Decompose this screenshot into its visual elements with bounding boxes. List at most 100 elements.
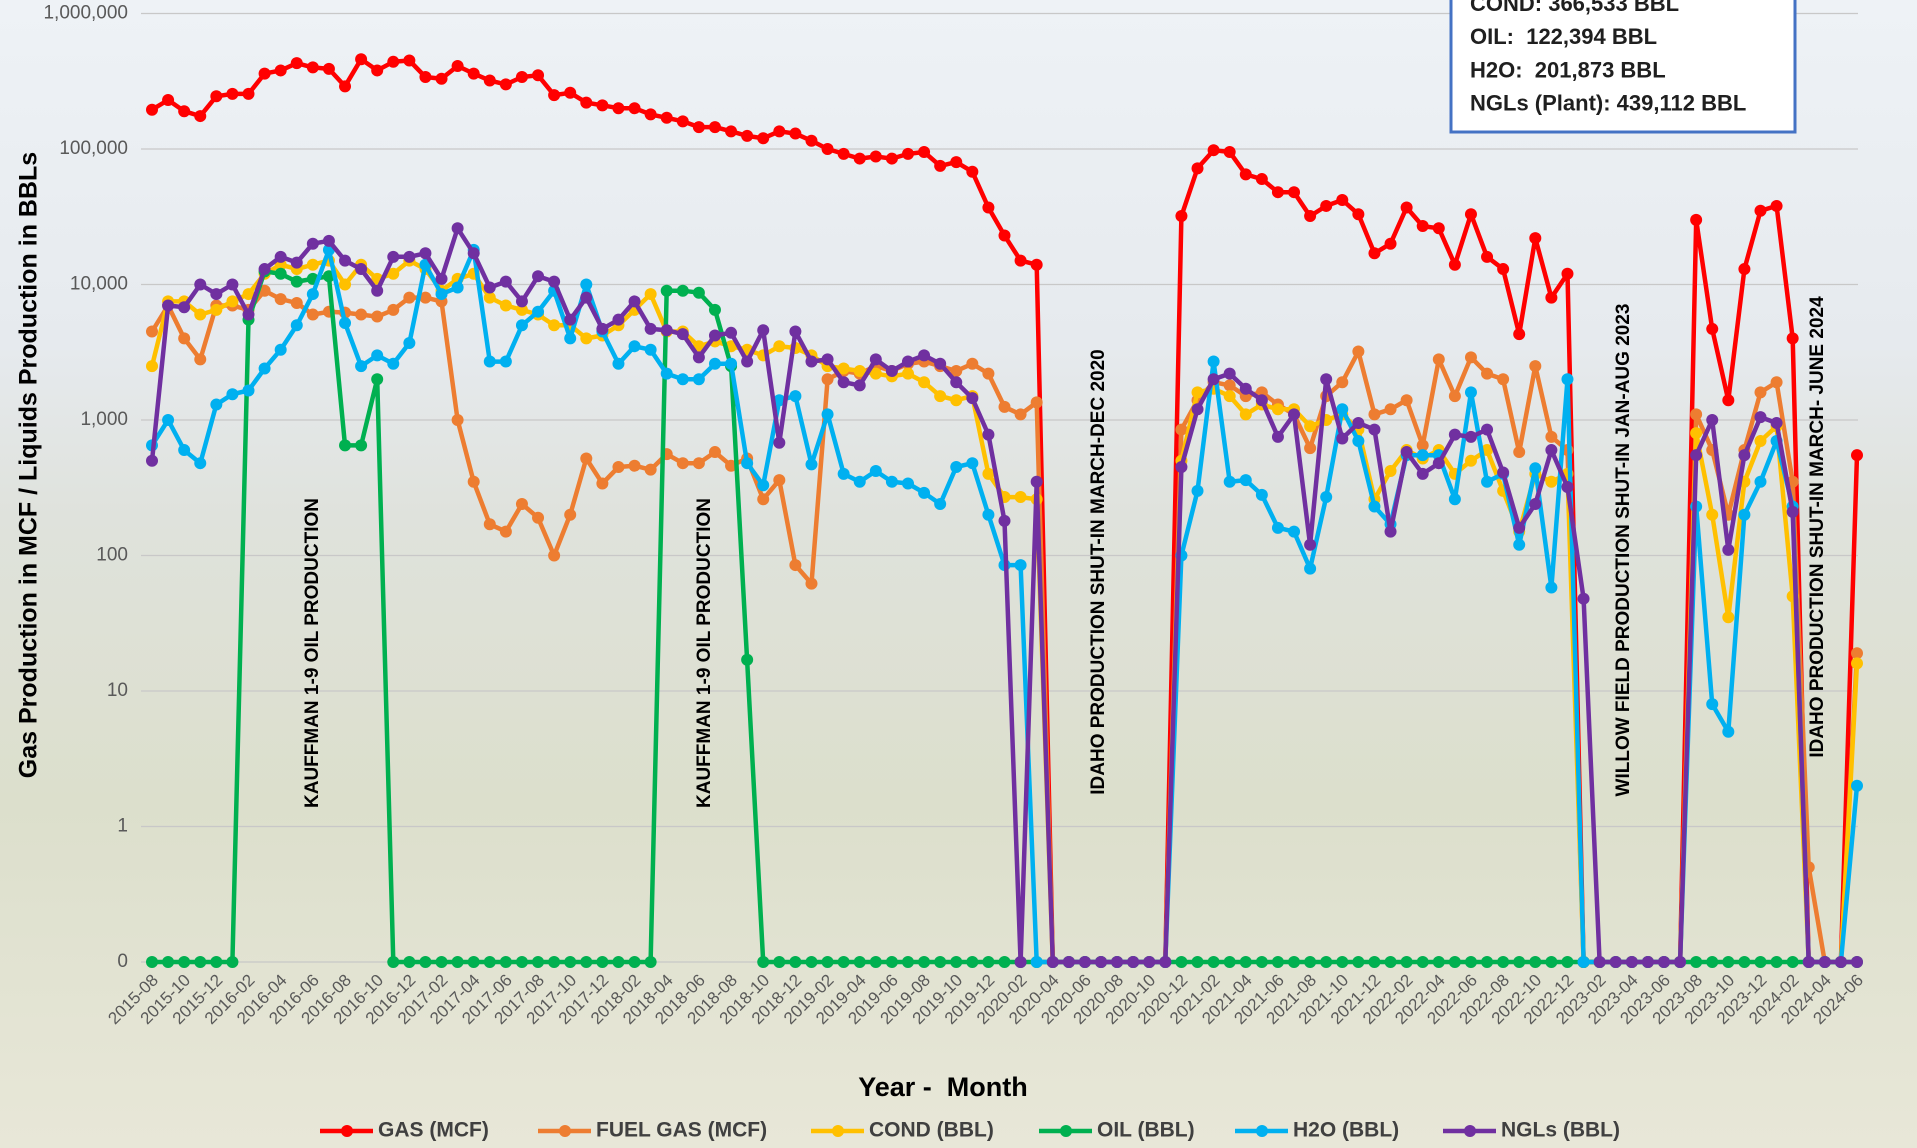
data-point [1529,232,1542,245]
data-point [1207,956,1220,968]
data-point [419,70,432,83]
data-point [515,70,528,83]
data-point [1545,956,1558,968]
data-point [355,53,368,66]
data-point [1706,414,1719,426]
data-point [548,956,561,968]
data-point [1481,423,1494,436]
data-point [387,303,400,316]
legend-marker [1464,1125,1476,1137]
legend-marker [1060,1125,1072,1137]
data-point [146,325,158,338]
data-point [162,93,175,106]
data-point [1288,525,1301,538]
data-point [676,373,689,386]
data-point [1400,956,1413,968]
data-point [1207,373,1220,386]
data-point [1818,956,1831,968]
data-point [226,278,239,291]
data-point [1239,956,1252,968]
data-point [1851,657,1863,670]
data-point [901,367,914,380]
data-point [355,308,368,321]
data-point [612,460,625,473]
data-point [564,332,577,345]
data-point [1770,417,1783,430]
data-point [1368,500,1381,513]
data-point [934,357,947,370]
data-point [805,458,818,471]
data-point [1255,488,1268,501]
data-point [419,956,432,968]
data-point [1352,345,1365,358]
data-point [515,319,528,332]
data-point [644,343,657,356]
data-point [692,351,705,364]
data-point [1481,475,1494,488]
annotation: KAUFFMAN 1-9 OIL PRODUCTION [302,498,323,808]
data-point [403,337,416,350]
data-point [403,54,416,67]
data-point [773,436,786,449]
data-point [1014,254,1027,267]
data-point [612,357,625,370]
data-point [1320,199,1333,212]
data-point [467,67,480,80]
data-point [1271,956,1284,968]
data-point [805,355,818,368]
data-point [1352,434,1365,447]
data-point [1625,956,1638,968]
data-point [178,332,191,345]
data-point [1014,559,1027,572]
data-point [499,525,512,538]
annotation: KAUFFMAN 1-9 OIL PRODUCTION [694,498,715,808]
data-point [290,57,303,70]
data-point [853,379,866,392]
data-point [1464,956,1477,968]
data-point [1368,247,1381,260]
annotation: IDAHO PRODUCTION SHUT-IN MARCH- JUNE 202… [1807,296,1828,758]
data-point [387,357,400,370]
legend-marker [559,1125,571,1137]
data-point [837,956,850,968]
data-point [1175,956,1188,968]
data-point [1368,423,1381,436]
data-point [1529,360,1542,373]
data-point [548,275,561,288]
data-point [1304,956,1317,968]
data-point [548,89,561,102]
data-point [339,316,352,329]
data-point [1432,222,1445,235]
data-point [821,143,834,155]
y-axis-title: Gas Production in MCF / Liquids Producti… [15,152,43,778]
data-point [596,99,609,112]
data-point [789,559,802,572]
data-point [451,59,464,72]
data-point [1271,186,1284,199]
data-point [499,275,512,288]
data-point [837,362,850,375]
data-point [1320,491,1333,504]
data-point [950,156,963,169]
data-point [258,284,271,297]
data-point [901,355,914,368]
y-tick-label: 10,000 [70,274,128,295]
data-point [805,134,818,147]
data-point [869,465,882,478]
data-point [1288,186,1301,199]
data-point [950,394,963,407]
data-point [692,373,705,386]
data-point [210,90,223,103]
data-point [178,956,191,968]
data-point [1223,367,1236,380]
data-point [306,288,319,301]
data-point [982,508,995,521]
data-point [1497,373,1510,386]
data-point [789,127,802,140]
data-point [1432,457,1445,470]
data-point [178,105,191,118]
data-point [934,497,947,510]
data-point [837,467,850,480]
data-point [725,459,738,472]
data-point [435,72,448,85]
